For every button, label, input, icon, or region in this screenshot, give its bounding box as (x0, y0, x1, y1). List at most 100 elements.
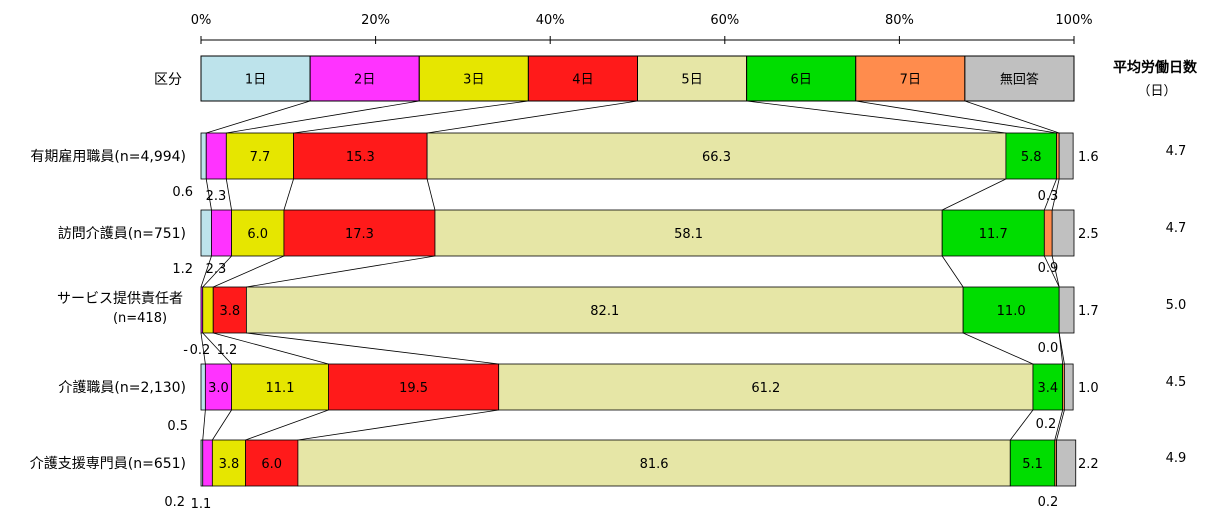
connector-line (1051, 255, 1060, 288)
category-label: 介護支援専門員(n=651) (30, 456, 186, 472)
data-label: 81.6 (640, 457, 669, 472)
connector-line (245, 409, 329, 441)
segment-connectors (200, 100, 1065, 441)
average-days-header: 平均労働日数 (1113, 59, 1198, 76)
category-label-line2: (n=418) (113, 311, 167, 326)
data-label: 7.7 (250, 150, 271, 165)
legend-swatch (200, 55, 311, 102)
bar-segment (205, 132, 227, 180)
legend-entry: 1日 (245, 73, 266, 88)
legend-swatch (527, 55, 638, 102)
outside-data-label: 0.6 (172, 185, 193, 200)
connector-line (202, 255, 232, 288)
bar-segment (498, 363, 1034, 411)
data-label: 3.0 (208, 381, 229, 396)
labels: 平均労働日数 （日） 7.7 15.3 66.3 5.8 有期雇用職員(n=4,994) 4.… (30, 59, 1198, 511)
outside-data-label: 1.1 (191, 497, 212, 511)
x-axis: 0% 20% 40% 60% 80% 100% (191, 13, 1093, 44)
data-label: 61.2 (751, 381, 780, 396)
x-tick-label: 60% (710, 13, 739, 28)
connector-line (941, 255, 964, 288)
legend-swatch (418, 55, 529, 102)
legend-swatch (964, 55, 1075, 102)
legend-entry: 7日 (900, 73, 921, 88)
bar-segment (1058, 132, 1074, 180)
connector-line (213, 255, 285, 288)
data-label: 6.0 (247, 227, 268, 242)
outside-data-label: 2.2 (1078, 457, 1099, 472)
bar-segment (1005, 132, 1057, 180)
connector-line (200, 255, 212, 288)
bar-segment (1056, 439, 1077, 487)
bar-segment (200, 209, 212, 257)
average-value: 4.5 (1166, 375, 1187, 390)
average-days-unit: （日） (1137, 84, 1176, 99)
bar-segment (1063, 363, 1074, 411)
data-label: 3.8 (219, 304, 240, 319)
bar-segment (211, 439, 246, 487)
bar-segment (434, 209, 943, 257)
bar-segment (245, 439, 299, 487)
data-label: 5.8 (1021, 150, 1042, 165)
connector-line (213, 332, 329, 365)
legend-entry: 3日 (463, 73, 484, 88)
x-tick-label: 20% (361, 13, 390, 28)
bar-segment (328, 363, 500, 411)
connector-line (1043, 178, 1057, 211)
data-label: 15.3 (346, 150, 375, 165)
outside-data-label: 1.6 (1078, 150, 1099, 165)
legend-entry: 無回答 (1000, 72, 1039, 88)
x-tick-label: 40% (536, 13, 565, 28)
connector-line (225, 178, 232, 211)
outside-data-label: 2.3 (206, 189, 227, 204)
data-label: 5.1 (1022, 457, 1043, 472)
connector-line (200, 332, 206, 365)
bar-segment (202, 286, 214, 334)
connector-line (1051, 178, 1060, 211)
data-label: 19.5 (399, 381, 428, 396)
outside-data-label: 2.5 (1078, 227, 1099, 242)
bar-segment (212, 286, 247, 334)
connector-line (1054, 409, 1064, 441)
connector-line (855, 100, 1057, 134)
outside-data-label: 0.2 (164, 495, 185, 510)
bar-segment (231, 209, 285, 257)
connector-line (942, 178, 1007, 211)
connector-line (293, 100, 529, 134)
bar-segment (200, 132, 207, 180)
connector-line (746, 100, 1006, 134)
outside-data-label: 0.0 (1038, 341, 1059, 356)
bar-segment (204, 363, 232, 411)
bar-segment (202, 439, 213, 487)
connector-line (1056, 409, 1065, 441)
legend-row-label: 区分 (154, 72, 182, 88)
data-label: 3.8 (219, 457, 240, 472)
data-label: 58.1 (674, 227, 703, 242)
connector-line (962, 332, 1034, 365)
connector-line (283, 178, 294, 211)
average-value: 5.0 (1166, 298, 1187, 313)
outside-data-label: 2.3 (206, 262, 227, 277)
outside-data-label: - (183, 343, 188, 358)
x-tick-label: 80% (885, 13, 914, 28)
outside-data-label: 0.9 (1038, 261, 1059, 276)
connector-line (426, 178, 436, 211)
bar-segment (941, 209, 1045, 257)
outside-data-label: 0.2 (1038, 495, 1059, 510)
data-label: 82.1 (590, 304, 619, 319)
legend-swatch (637, 55, 748, 102)
bars (200, 132, 1077, 487)
average-value: 4.9 (1166, 451, 1187, 466)
category-label: サービス提供責任者 (57, 291, 183, 307)
outside-data-label: 0.2 (190, 343, 211, 358)
category-label: 有期雇用職員(n=4,994) (30, 148, 186, 165)
bar-segment (211, 209, 232, 257)
connector-line (226, 100, 420, 134)
category-label: 介護職員(n=2,130) (58, 380, 186, 396)
connector-line (202, 332, 232, 365)
connector-line (297, 409, 499, 441)
legend-entry: 2日 (354, 73, 375, 88)
bar-segment (1058, 286, 1075, 334)
data-label: 11.7 (979, 227, 1008, 242)
